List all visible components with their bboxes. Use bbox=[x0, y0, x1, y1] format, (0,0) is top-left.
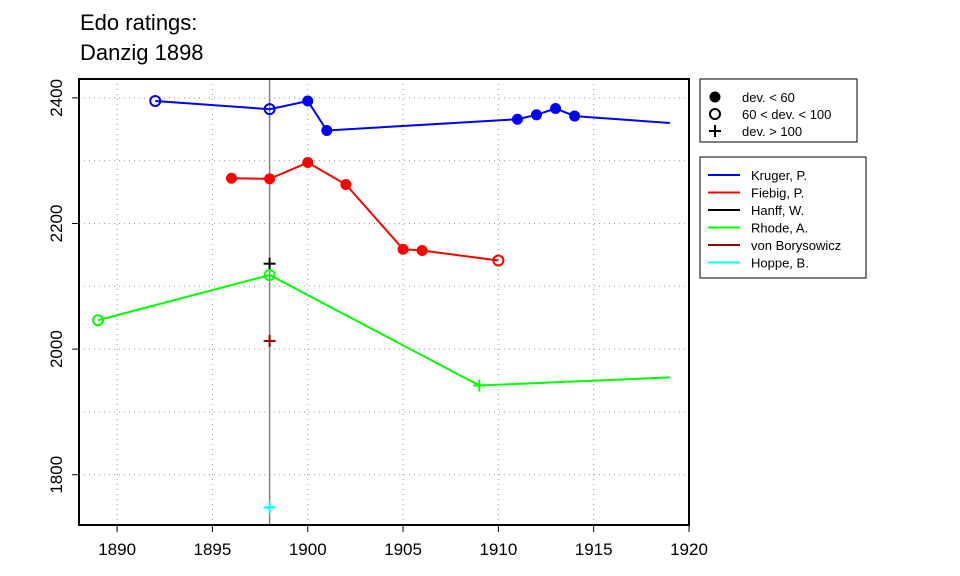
y-tick-label: 2200 bbox=[47, 205, 66, 243]
legend-label: von Borysowicz bbox=[751, 238, 841, 253]
x-tick-label: 1900 bbox=[289, 540, 327, 559]
y-tick-label: 2000 bbox=[47, 330, 66, 368]
x-tick-label: 1890 bbox=[98, 540, 136, 559]
series-rhode-a bbox=[92, 268, 670, 392]
data-point bbox=[263, 268, 276, 281]
legend-marker bbox=[709, 108, 721, 120]
legend-label: Hoppe, B. bbox=[751, 256, 809, 271]
data-point bbox=[397, 243, 409, 255]
data-point bbox=[531, 109, 542, 121]
x-tick-label: 1915 bbox=[575, 540, 613, 559]
x-tick-label: 1905 bbox=[384, 540, 422, 559]
series-von-borysowicz bbox=[263, 334, 276, 347]
y-tick-label: 2400 bbox=[47, 79, 66, 117]
marker-legend: dev. < 60 60 < dev. < 100 dev. > 100 bbox=[699, 78, 858, 143]
legend-label: dev. > 100 bbox=[742, 124, 802, 139]
data-point bbox=[511, 113, 523, 125]
data-point bbox=[340, 179, 352, 191]
series-line bbox=[155, 99, 670, 132]
marker-legend-box bbox=[699, 78, 858, 143]
legend-label: Rhode, A. bbox=[751, 221, 808, 236]
x-tick-label: 1895 bbox=[194, 540, 232, 559]
x-tick-label: 1920 bbox=[670, 540, 708, 559]
series-hanff-w bbox=[263, 257, 276, 270]
legend-marker bbox=[709, 91, 721, 103]
plot-frame bbox=[78, 78, 690, 526]
data-point bbox=[492, 254, 505, 267]
series-legend-box bbox=[699, 156, 867, 279]
series-line bbox=[97, 273, 670, 387]
legend-label: 60 < dev. < 100 bbox=[742, 107, 831, 122]
legend-label: Fiebig, P. bbox=[751, 186, 804, 201]
legend-label: Hanff, W. bbox=[751, 203, 804, 218]
series-kruger-p bbox=[149, 94, 670, 137]
data-point bbox=[302, 157, 314, 169]
chart-title: Edo ratings: Danzig 1898 bbox=[80, 10, 204, 65]
data-point bbox=[416, 244, 428, 256]
legend-label: dev. < 60 bbox=[742, 90, 795, 105]
data-point bbox=[321, 125, 333, 137]
x-tick-label: 1910 bbox=[479, 540, 517, 559]
data-point bbox=[226, 172, 237, 184]
legend-label: Kruger, P. bbox=[751, 168, 807, 183]
series-hoppe-b bbox=[263, 501, 276, 514]
data-point bbox=[569, 110, 581, 122]
series-fiebig-p bbox=[226, 157, 505, 267]
data-point bbox=[302, 95, 314, 107]
data-point bbox=[550, 103, 562, 115]
data-point bbox=[263, 103, 276, 116]
y-tick-label: 1800 bbox=[47, 456, 66, 494]
data-point bbox=[92, 314, 105, 327]
data-point bbox=[149, 94, 162, 107]
series-legend: Kruger, P. Fiebig, P. Hanff, W. Rhode, A. vo… bbox=[699, 156, 867, 279]
data-point bbox=[264, 173, 276, 185]
